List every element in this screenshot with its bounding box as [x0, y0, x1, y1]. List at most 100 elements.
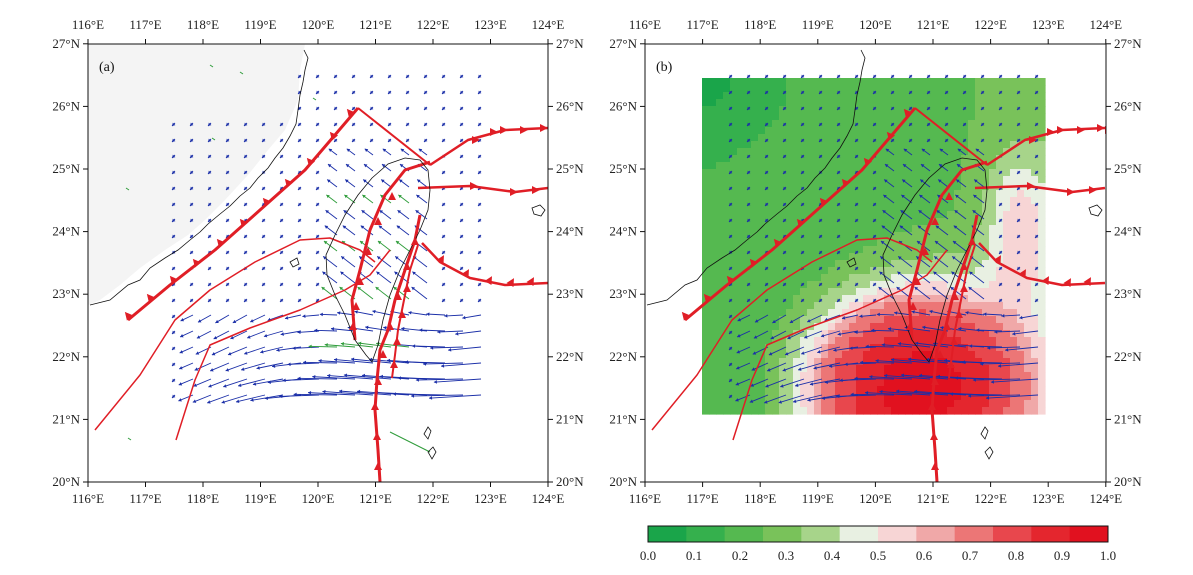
wind-vector-head — [478, 234, 482, 238]
wind-vector-head — [736, 350, 741, 354]
field-cell — [1024, 92, 1032, 100]
field-cell — [779, 120, 787, 128]
wind-vector-head — [729, 266, 733, 270]
field-cell — [912, 211, 920, 219]
field-cell — [996, 323, 1004, 331]
field-cell — [912, 344, 920, 352]
field-cell — [1031, 92, 1039, 100]
field-cell — [919, 393, 927, 401]
field-cell — [835, 351, 843, 359]
field-cell — [1017, 190, 1025, 198]
field-cell — [744, 176, 752, 184]
wind-vector-head — [398, 194, 402, 199]
wind-vector-head — [172, 154, 176, 158]
field-cell — [723, 183, 731, 191]
field-cell — [856, 246, 864, 254]
wind-vector-head — [334, 106, 338, 110]
wind-vector — [287, 362, 320, 365]
field-cell — [842, 386, 850, 394]
wind-vector-head — [287, 362, 291, 367]
wind-vector-head — [879, 271, 883, 275]
field-cell — [814, 302, 822, 310]
field-cell — [891, 267, 899, 275]
field-cell — [905, 274, 913, 282]
field-cell — [1031, 372, 1039, 380]
field-cell — [730, 365, 738, 373]
wind-vector-head — [426, 312, 430, 316]
field-cell — [772, 92, 780, 100]
field-cell — [919, 386, 927, 394]
field-cell — [968, 85, 976, 93]
field-cell — [1003, 302, 1011, 310]
field-cell — [975, 260, 983, 268]
field-cell — [751, 106, 759, 114]
field-cell — [849, 358, 857, 366]
field-cell — [1010, 323, 1018, 331]
colorbar-swatch — [686, 526, 726, 542]
field-cell — [779, 344, 787, 352]
field-cell — [870, 197, 878, 205]
field-cell — [765, 288, 773, 296]
field-cell — [947, 204, 955, 212]
wind-vector-head — [280, 154, 284, 158]
wind-vector-head — [952, 240, 957, 245]
wind-vector-head — [282, 378, 286, 383]
field-cell — [716, 393, 724, 401]
field-cell — [800, 351, 808, 359]
fault-tooth — [352, 302, 360, 310]
wind-vector-head — [354, 310, 358, 314]
field-cell — [926, 113, 934, 121]
field-cell — [1038, 239, 1046, 247]
wind-vector-head — [1017, 218, 1021, 222]
wind-vector-head — [381, 179, 385, 183]
wind-vector-head — [729, 218, 733, 222]
field-cell — [835, 253, 843, 261]
wind-vector-head — [914, 287, 919, 291]
wind-vector-head — [884, 179, 888, 183]
field-cell — [744, 148, 752, 156]
wind-vector-head — [460, 90, 464, 94]
wind-vector-head — [765, 154, 769, 158]
field-cell — [751, 351, 759, 359]
field-cell — [772, 127, 780, 135]
field-cell — [814, 190, 822, 198]
field-cell — [856, 316, 864, 324]
wind-vector — [778, 394, 805, 404]
field-cell — [933, 155, 941, 163]
wind-vector — [794, 378, 823, 387]
wind-vector-head — [819, 154, 823, 158]
colorbar-swatch — [916, 526, 956, 542]
field-cell — [926, 393, 934, 401]
wind-vector-head — [900, 210, 905, 214]
panel-a: 116°E116°E117°E117°E118°E118°E119°E119°E… — [52, 17, 584, 506]
field-cell — [947, 246, 955, 254]
wind-vector-head — [1035, 202, 1039, 206]
wind-vector-head — [751, 367, 756, 371]
field-cell — [842, 183, 850, 191]
field-cell — [989, 134, 997, 142]
wind-vector — [784, 346, 805, 356]
wind-vector-head — [280, 170, 284, 174]
wind-vector — [1001, 314, 1021, 317]
field-cell — [954, 127, 962, 135]
fault-tooth — [886, 131, 896, 141]
field-cell — [716, 78, 724, 86]
field-cell — [905, 176, 913, 184]
field-cell — [912, 330, 920, 338]
field-cell — [905, 260, 913, 268]
field-cell — [870, 246, 878, 254]
field-cell — [1038, 141, 1046, 149]
wind-vector — [221, 394, 248, 404]
field-cell — [835, 246, 843, 254]
field-cell — [842, 372, 850, 380]
wind-vector — [954, 377, 1003, 380]
field-cell — [814, 351, 822, 359]
field-cell — [842, 393, 850, 401]
field-cell — [996, 155, 1004, 163]
fault-tooth — [960, 284, 968, 292]
field-cell — [961, 295, 969, 303]
field-cell — [996, 309, 1004, 317]
field-cell — [793, 183, 801, 191]
field-cell — [947, 337, 955, 345]
wind-vector-head — [837, 250, 841, 254]
